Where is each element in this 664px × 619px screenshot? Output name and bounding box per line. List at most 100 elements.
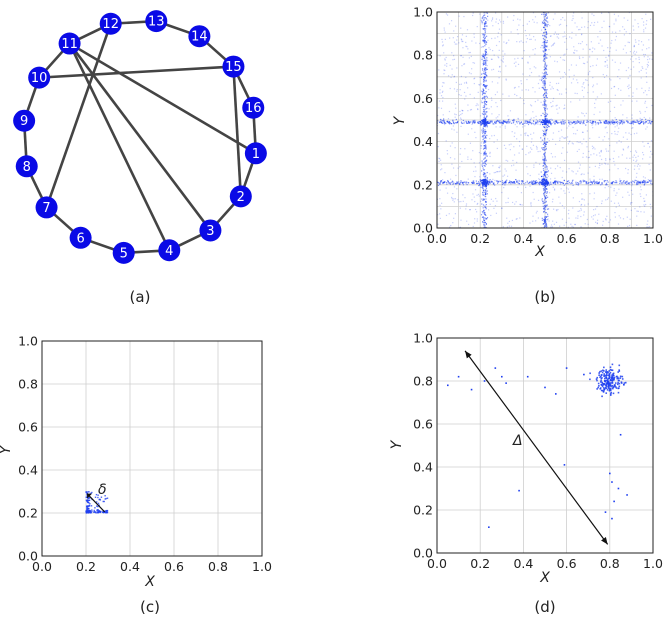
scatter-point bbox=[632, 121, 634, 123]
scatter-point bbox=[543, 103, 545, 105]
scatter-point bbox=[509, 120, 511, 123]
x-tick-label: 0.4 bbox=[120, 559, 140, 574]
scatter-point bbox=[524, 184, 526, 186]
scatter-point bbox=[575, 183, 577, 185]
scatter-point bbox=[535, 220, 537, 222]
scatter-point bbox=[542, 85, 544, 87]
scatter-point bbox=[608, 385, 611, 387]
scatter-point bbox=[97, 511, 100, 513]
scatter-point bbox=[546, 121, 548, 123]
scatter-point bbox=[85, 509, 88, 512]
scatter-point bbox=[575, 34, 577, 36]
scatter-point bbox=[614, 39, 617, 41]
scatter-point bbox=[621, 154, 623, 156]
scatter-point bbox=[482, 46, 484, 48]
scatter-point bbox=[462, 194, 464, 196]
scatter-point bbox=[604, 384, 607, 386]
scatter-point bbox=[491, 121, 493, 123]
scatter-point bbox=[599, 376, 601, 378]
panel-d-distance-arrow bbox=[464, 350, 609, 545]
scatter-point bbox=[583, 87, 586, 89]
scatter-point bbox=[543, 18, 545, 20]
scatter-point bbox=[479, 115, 482, 117]
scatter-point bbox=[584, 204, 586, 206]
scatter-point bbox=[440, 121, 442, 124]
scatter-point bbox=[482, 191, 484, 193]
scatter-point bbox=[484, 140, 486, 142]
scatter-point bbox=[465, 122, 468, 124]
scatter-point bbox=[456, 122, 458, 124]
scatter-point bbox=[586, 130, 588, 132]
scatter-point bbox=[561, 152, 563, 154]
scatter-point bbox=[537, 120, 539, 122]
scatter-point bbox=[480, 142, 483, 144]
scatter-point bbox=[459, 89, 461, 91]
scatter-point bbox=[527, 135, 529, 137]
scatter-point bbox=[484, 76, 486, 78]
scatter-point bbox=[483, 40, 485, 42]
scatter-point bbox=[485, 62, 487, 64]
scatter-point bbox=[534, 91, 536, 93]
scatter-point bbox=[532, 181, 534, 183]
scatter-point bbox=[482, 53, 484, 55]
scatter-point bbox=[546, 89, 548, 91]
scatter-point bbox=[609, 26, 611, 28]
scatter-point bbox=[611, 384, 614, 387]
scatter-point bbox=[581, 143, 583, 145]
scatter-point bbox=[561, 176, 563, 179]
scatter-point bbox=[490, 106, 492, 108]
scatter-point bbox=[524, 120, 526, 122]
scatter-point bbox=[546, 141, 548, 143]
scatter-point bbox=[481, 164, 483, 166]
scatter-point bbox=[446, 181, 448, 184]
scatter-point bbox=[530, 105, 533, 107]
scatter-point bbox=[483, 226, 485, 228]
scatter-point bbox=[452, 183, 454, 185]
scatter-point bbox=[567, 182, 569, 185]
scatter-point bbox=[96, 509, 98, 511]
scatter-point bbox=[485, 184, 487, 186]
scatter-point bbox=[521, 148, 523, 150]
scatter-point bbox=[542, 158, 544, 160]
graph-node-8: 8 bbox=[15, 155, 38, 178]
scatter-point bbox=[483, 63, 485, 65]
scatter-point bbox=[484, 118, 486, 121]
scatter-point bbox=[631, 121, 633, 123]
scatter-point bbox=[572, 207, 574, 209]
scatter-point bbox=[501, 60, 504, 62]
scatter-point bbox=[485, 185, 487, 188]
scatter-point bbox=[544, 93, 546, 95]
scatter-point bbox=[542, 112, 544, 114]
scatter-point bbox=[507, 119, 510, 121]
scatter-point bbox=[546, 16, 549, 18]
scatter-point bbox=[518, 86, 520, 88]
scatter-point bbox=[504, 127, 506, 129]
scatter-point bbox=[543, 169, 545, 172]
scatter-point bbox=[511, 181, 513, 183]
scatter-point bbox=[485, 173, 487, 175]
scatter-point bbox=[618, 370, 621, 372]
scatter-point bbox=[488, 120, 490, 122]
scatter-point bbox=[544, 191, 547, 193]
scatter-point bbox=[446, 183, 448, 185]
scatter-point bbox=[485, 113, 487, 115]
scatter-point bbox=[495, 122, 498, 124]
scatter-point bbox=[498, 120, 500, 122]
scatter-point bbox=[539, 124, 541, 126]
scatter-point bbox=[484, 54, 486, 56]
scatter-point bbox=[566, 180, 568, 182]
scatter-point bbox=[90, 512, 92, 514]
scatter-point bbox=[543, 21, 546, 24]
scatter-point bbox=[486, 217, 489, 219]
scatter-point bbox=[542, 187, 545, 190]
x-tick-label: 0.8 bbox=[208, 559, 228, 574]
scatter-point bbox=[648, 179, 650, 182]
scatter-point bbox=[485, 53, 487, 55]
scatter-point bbox=[454, 147, 456, 149]
x-tick-label: 0.0 bbox=[427, 231, 447, 246]
scatter-point bbox=[483, 77, 486, 79]
scatter-point bbox=[87, 501, 89, 504]
scatter-point bbox=[545, 221, 547, 223]
scatter-point bbox=[485, 67, 487, 69]
scatter-point bbox=[502, 50, 504, 52]
